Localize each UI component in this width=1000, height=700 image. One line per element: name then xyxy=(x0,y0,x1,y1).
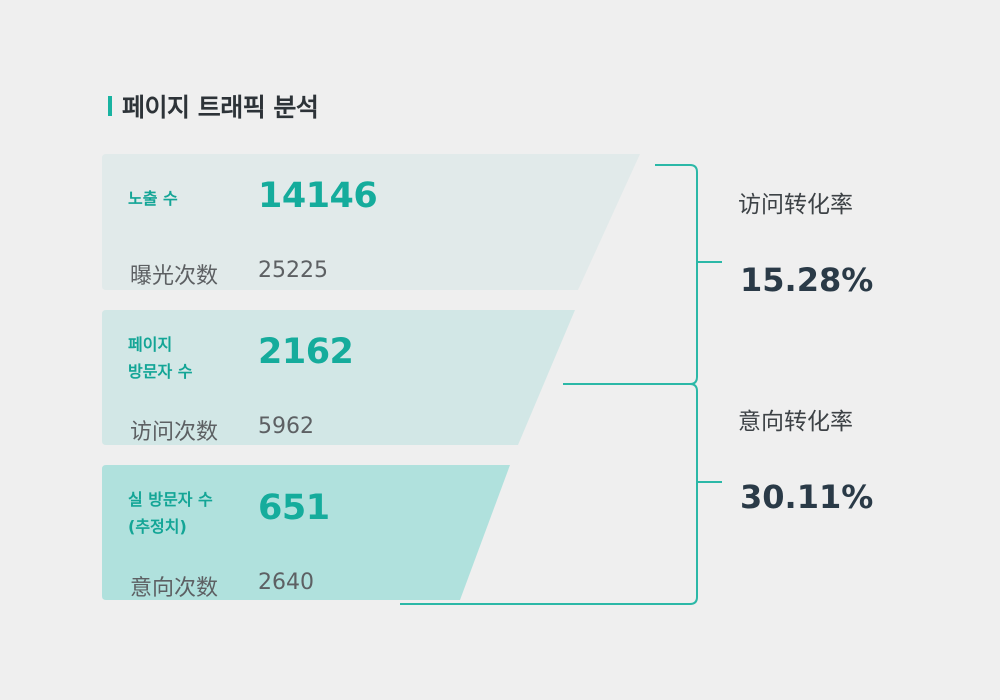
stage-2-label: 페이지 방문자 수 xyxy=(128,331,192,385)
funnel-stage-3-shape xyxy=(102,465,510,600)
stage-1-label: 노출 수 xyxy=(128,185,178,212)
intent-conversion-rate-label: 意向转化率 xyxy=(738,409,853,435)
page-title: 페이지 트래픽 분석 xyxy=(108,88,319,124)
title-accent-bar xyxy=(108,96,112,116)
visit-conversion-rate-value: 15.28% xyxy=(740,261,874,299)
visit-conversion-rate-label: 访问转化率 xyxy=(738,192,853,218)
stage-1-label-line: 노출 수 xyxy=(128,189,178,208)
funnel-stage-1-shape xyxy=(102,154,640,290)
stage-1-sub-label: 曝光次数 xyxy=(130,264,219,289)
stage-3-value: 651 xyxy=(258,488,330,528)
stage-3-sub-label: 意向次数 xyxy=(130,576,219,601)
funnel-stage-2-shape xyxy=(102,310,575,445)
stage-3-label-line: 실 방문자 수 xyxy=(128,490,213,509)
stage-1-sub-value: 25225 xyxy=(258,258,328,283)
stage-2-sub-value: 5962 xyxy=(258,414,314,439)
conversion-bracket-2 xyxy=(400,383,698,605)
stage-3-label: 실 방문자 수 (추정치) xyxy=(128,486,213,540)
stage-1-value: 14146 xyxy=(258,176,378,216)
stage-2-label-line: 방문자 수 xyxy=(128,362,193,381)
page-title-text: 페이지 트래픽 분석 xyxy=(122,93,319,122)
stage-2-value: 2162 xyxy=(258,332,354,372)
stage-3-label-line: (추정치) xyxy=(128,517,187,536)
stage-2-sub-label: 访问次数 xyxy=(130,420,219,445)
intent-conversion-rate-value: 30.11% xyxy=(740,478,874,516)
stage-2-label-line: 페이지 xyxy=(128,335,173,354)
stage-3-sub-value: 2640 xyxy=(258,570,314,595)
